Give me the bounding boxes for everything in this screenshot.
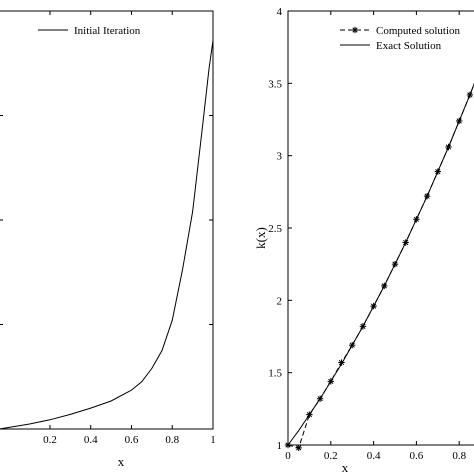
right-ytick-label: 4 <box>277 6 283 18</box>
right-ytick-label: 3.5 <box>268 78 282 90</box>
right-x-axis-label: x <box>342 460 349 474</box>
right-xtick-label: 0.2 <box>324 450 338 462</box>
right-ytick-label: 1.5 <box>268 368 282 380</box>
right-series-0-point-stroke <box>296 445 302 451</box>
right-ytick-label: 3 <box>277 151 283 163</box>
left-xtick-label: 1 <box>210 434 216 446</box>
right-legend-label-1: Exact Solution <box>376 40 442 52</box>
right-legend-marker-0 <box>351 26 359 34</box>
left-xtick-label: 0.8 <box>165 434 179 446</box>
right-xtick-label: 0.6 <box>410 450 424 462</box>
right-plot: 00.20.40.60.8111.522.533.54 Computed sol… <box>253 6 474 474</box>
left-legend: Initial Iteration <box>38 25 141 37</box>
left-tick-labels: 0.2 0.4 0.6 0.8 1 <box>43 434 216 446</box>
left-series <box>0 40 214 430</box>
right-ytick-label: 2 <box>277 295 283 307</box>
right-series-0-point <box>295 444 302 452</box>
right-series-0-line <box>287 82 474 449</box>
right-tick-labels: 00.20.40.60.8111.522.533.54 <box>268 6 466 462</box>
right-legend-label-0: Computed solution <box>376 25 461 37</box>
right-series <box>284 82 474 452</box>
right-ytick-label: 2.5 <box>268 223 282 235</box>
right-legend: Computed solution Exact Solution <box>340 25 461 52</box>
left-xtick-label: 0.6 <box>125 434 139 446</box>
right-plot-frame <box>287 10 474 446</box>
left-plot-frame <box>0 10 214 430</box>
right-tick-marks <box>287 10 460 446</box>
left-xtick-label: 0.4 <box>84 434 98 446</box>
left-series-0-line <box>0 40 214 430</box>
right-xtick-label: 0.8 <box>452 450 466 462</box>
right-ytick-label: 1 <box>277 440 283 452</box>
left-xtick-label: 0.2 <box>43 434 57 446</box>
left-plot: 0.2 0.4 0.6 0.8 1 Initial Iteration x <box>0 10 216 469</box>
left-legend-label-0: Initial Iteration <box>74 25 141 37</box>
right-y-axis-label: k(x) <box>253 227 268 249</box>
right-legend-marker-0-stroke <box>352 27 358 33</box>
left-tick-marks <box>0 11 214 429</box>
right-xtick-label: 0.4 <box>367 450 381 462</box>
left-x-axis-label: x <box>118 454 125 469</box>
right-series-1-line <box>287 82 474 446</box>
right-xtick-label: 0 <box>285 450 291 462</box>
